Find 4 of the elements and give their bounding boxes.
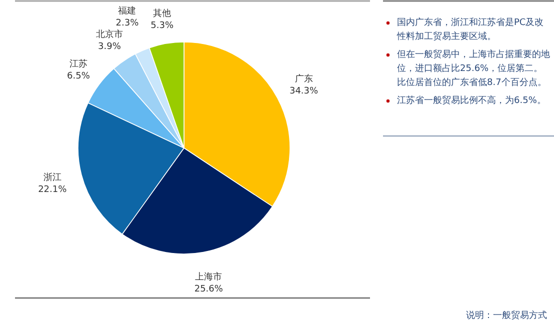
text: 说明：一般贸易方式 <box>466 310 547 322</box>
text: 国内广东省，浙江和江苏省是PC及改性料加工贸易主要区域。 <box>396 16 545 44</box>
text: 但在一般贸易中，上海市占据重要的地位，进口额占比25.6%，位居第二。比位居首位的广东省低8.7个百分点。 <box>396 48 551 90</box>
text: 江苏省一般贸易比例不高，为6.5%。 <box>396 94 547 108</box>
